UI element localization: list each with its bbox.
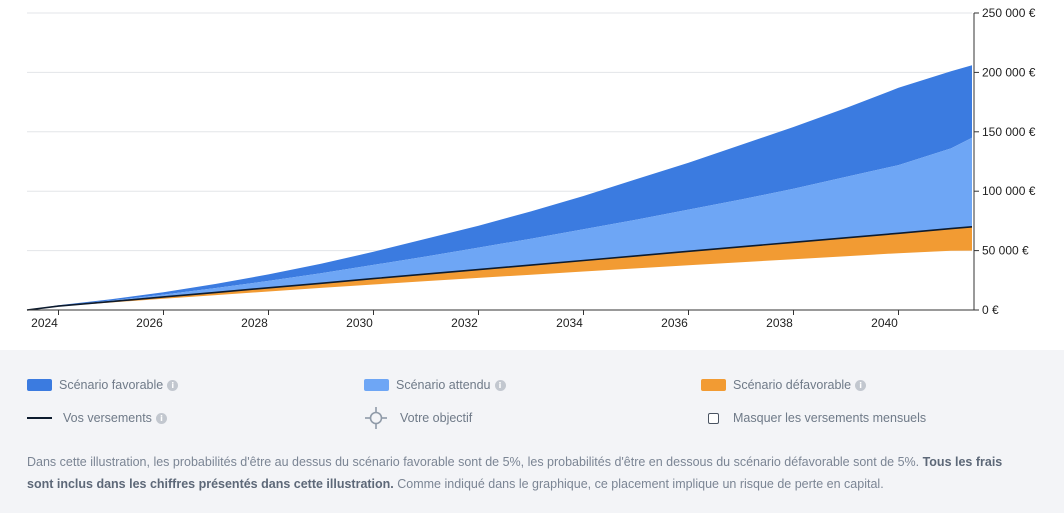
masquer-checkbox[interactable] (708, 412, 719, 424)
disclaimer-text: Dans cette illustration, les probabilité… (27, 451, 1027, 495)
x-tick-label: 2028 (241, 316, 268, 330)
legend-objectif-label: Votre objectif (400, 411, 473, 425)
disclaimer-part-3: Comme indiqué dans le graphique, ce plac… (393, 477, 884, 491)
legend-defavorable[interactable]: Scénario défavorable i (701, 378, 867, 392)
chart-area: 2024 2026 2028 2030 2032 2034 2036 2038 2040 0 € 5… (26, 6, 1036, 330)
legend-defavorable-label: Scénario défavorable (733, 378, 852, 392)
masquer-label: Masquer les versements mensuels (733, 411, 927, 425)
info-icon[interactable]: i (494, 379, 506, 391)
target-crosshair-icon (365, 407, 387, 429)
masquer-versements-toggle[interactable]: Masquer les versements mensuels (708, 411, 926, 425)
projection-chart: 2024 2026 2028 2030 2032 2034 2036 2038 2040 0 € 5… (26, 6, 1036, 330)
versements-line (26, 226, 973, 311)
x-tick-label: 2032 (451, 316, 478, 330)
y-tick-label: 250 000 € (982, 6, 1036, 20)
legend-versements-label: Vos versements (63, 411, 152, 425)
legend-attendu-label: Scénario attendu (396, 378, 491, 392)
defavorable-swatch (701, 379, 726, 391)
legend-versements[interactable]: Vos versements i (27, 411, 167, 425)
disclaimer-part-1: Dans cette illustration, les probabilité… (27, 455, 923, 469)
x-tick-label: 2036 (661, 316, 688, 330)
versements-line-swatch (27, 417, 52, 419)
attendu-area (27, 137, 972, 310)
x-tick-label: 2024 (31, 316, 58, 330)
x-tick-label: 2040 (871, 316, 898, 330)
legend-attendu[interactable]: Scénario attendu i (364, 378, 506, 392)
favorable-swatch (27, 379, 52, 391)
chart-footer: Scénario favorable i Scénario attendu i … (0, 350, 1064, 513)
favorable-area (27, 65, 972, 310)
attendu-swatch (364, 379, 389, 391)
y-tick-label: 0 € (982, 303, 999, 317)
y-tick-label: 150 000 € (982, 125, 1036, 139)
x-tick-label: 2038 (766, 316, 793, 330)
x-tick-label: 2034 (556, 316, 583, 330)
info-icon[interactable]: i (167, 379, 179, 391)
legend-objectif[interactable]: Votre objectif (364, 406, 472, 430)
disclaimer-fees-bold: Tous les frais sont inclus dans les chif… (27, 455, 1003, 491)
info-icon[interactable]: i (155, 412, 167, 424)
legend-favorable[interactable]: Scénario favorable i (27, 378, 179, 392)
x-tick-label: 2030 (346, 316, 373, 330)
y-tick-label: 100 000 € (982, 184, 1036, 198)
info-icon[interactable]: i (855, 379, 867, 391)
legend-favorable-label: Scénario favorable (59, 378, 164, 392)
x-tick-label: 2026 (136, 316, 163, 330)
y-tick-label: 200 000 € (982, 65, 1036, 79)
y-tick-label: 50 000 € (982, 244, 1029, 258)
